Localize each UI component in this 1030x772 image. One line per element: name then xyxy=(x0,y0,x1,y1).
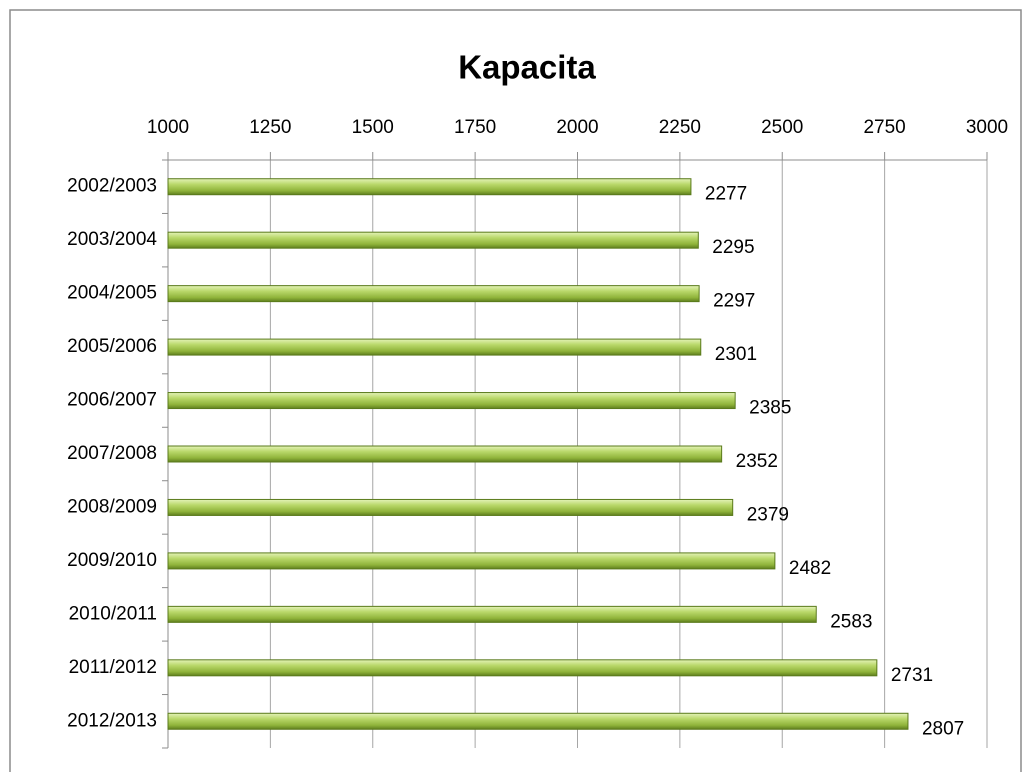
x-tick-label: 2000 xyxy=(556,117,598,138)
y-tick-label: 2010/2011 xyxy=(69,603,157,624)
bar xyxy=(167,338,702,356)
bar xyxy=(167,712,909,730)
bar xyxy=(167,659,878,677)
x-tick-label: 2250 xyxy=(659,117,701,138)
bar xyxy=(167,498,734,516)
data-label: 2301 xyxy=(715,344,757,365)
data-label: 2385 xyxy=(749,398,791,419)
data-label: 2297 xyxy=(713,291,755,312)
data-label: 2482 xyxy=(789,558,831,579)
y-tick-label: 2012/2013 xyxy=(67,710,157,731)
data-label: 2379 xyxy=(747,504,789,525)
y-tick-label: 2006/2007 xyxy=(67,390,157,411)
bar xyxy=(167,178,692,196)
data-label: 2277 xyxy=(705,184,747,205)
y-tick-label: 2003/2004 xyxy=(67,229,157,250)
y-tick-label: 2008/2009 xyxy=(67,496,157,517)
x-tick-label: 1500 xyxy=(352,117,394,138)
data-label: 2295 xyxy=(712,237,754,258)
x-tick-label: 1250 xyxy=(249,117,291,138)
y-tick-label: 2011/2012 xyxy=(69,657,157,678)
bar xyxy=(167,605,817,623)
y-tick-label: 2007/2008 xyxy=(67,443,157,464)
x-tick-label: 1750 xyxy=(454,117,496,138)
x-tick-label: 1000 xyxy=(147,117,189,138)
chart-title: Kapacita xyxy=(458,49,596,86)
bar xyxy=(167,231,699,249)
x-tick-label: 2750 xyxy=(863,117,905,138)
y-tick-label: 2002/2003 xyxy=(67,176,157,197)
y-tick-label: 2005/2006 xyxy=(67,336,157,357)
y-tick-label: 2004/2005 xyxy=(67,283,157,304)
bar xyxy=(167,552,776,570)
bar xyxy=(167,392,736,410)
bar xyxy=(167,445,723,463)
x-tick-label: 2500 xyxy=(761,117,803,138)
data-label: 2352 xyxy=(736,451,778,472)
data-label: 2807 xyxy=(922,718,964,739)
data-label: 2583 xyxy=(830,611,872,632)
data-label: 2731 xyxy=(891,665,933,686)
x-tick-label: 3000 xyxy=(966,117,1008,138)
chart-frame xyxy=(9,9,1022,772)
bar xyxy=(167,285,700,303)
y-tick-label: 2009/2010 xyxy=(67,550,157,571)
